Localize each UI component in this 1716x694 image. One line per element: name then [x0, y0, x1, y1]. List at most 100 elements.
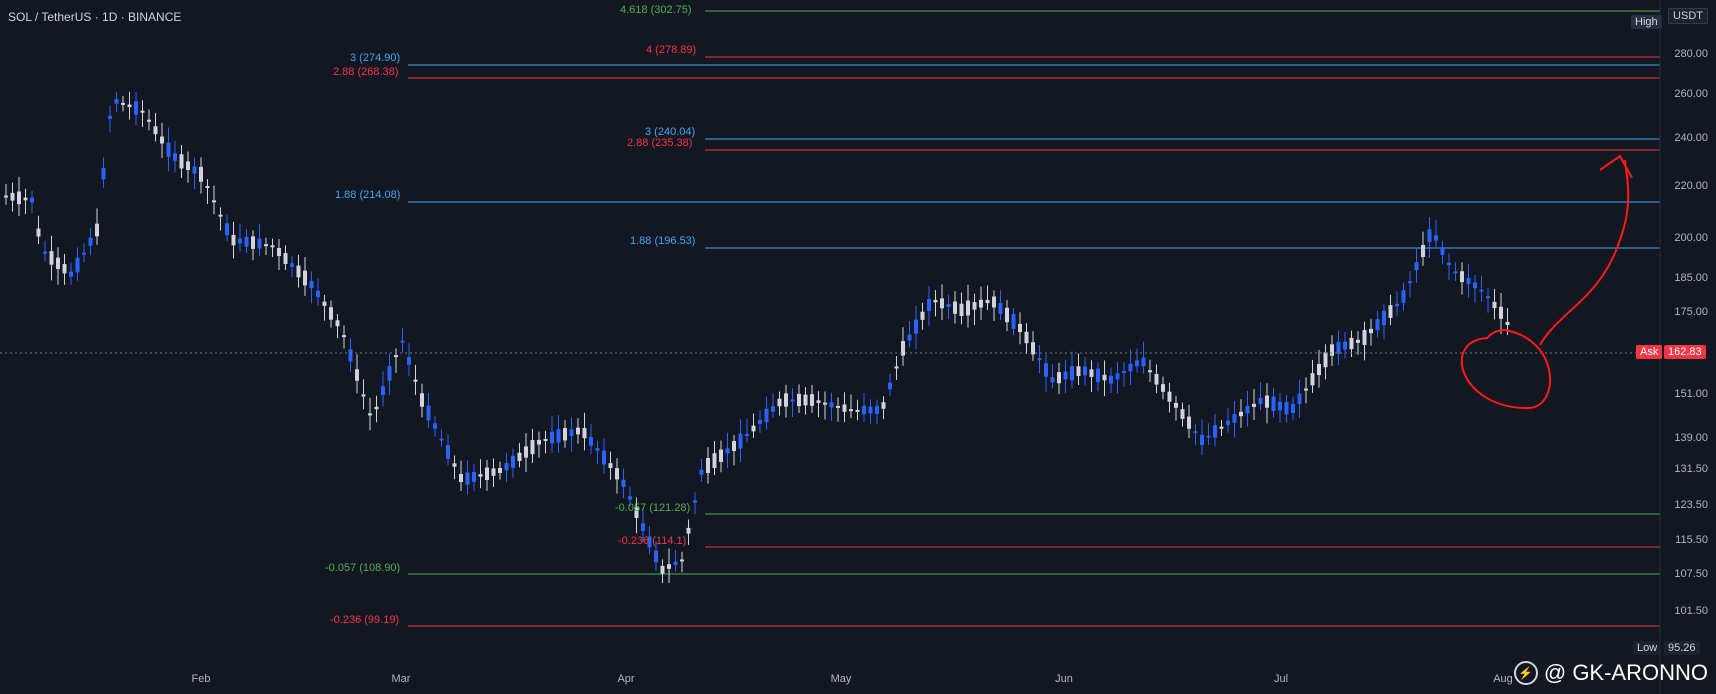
candle-body [1076, 366, 1081, 377]
candle-body [569, 429, 574, 436]
candle-body [829, 402, 834, 408]
candle-body [1369, 328, 1373, 334]
candle-body [1011, 314, 1016, 329]
price-tick: 240.00 [1674, 132, 1708, 144]
fib-label: -0.057 (121.28) [615, 502, 691, 514]
candle-body [1018, 323, 1022, 333]
candle-body [257, 238, 262, 249]
candle-body [1486, 296, 1490, 299]
candle-body [1063, 371, 1068, 380]
candle-body [875, 406, 879, 414]
candle-body [985, 299, 990, 304]
price-tick: 200.00 [1674, 232, 1708, 244]
candle-body [608, 463, 613, 469]
fib-label: 2.88 (268.38) [333, 66, 399, 78]
candle-body [1421, 244, 1425, 258]
ask-price: 162.83 [1664, 345, 1706, 359]
candle-body [647, 536, 652, 548]
candle-body [1440, 247, 1445, 255]
candle-body [374, 406, 379, 410]
candle-body [82, 252, 86, 255]
candle-body [1193, 431, 1198, 434]
price-tick: 175.00 [1674, 306, 1708, 318]
candle-body [517, 452, 522, 462]
candle-body [465, 472, 470, 485]
candle-body [1167, 391, 1172, 402]
candle-body [277, 247, 281, 257]
candle-body [322, 301, 327, 306]
fib-label: -0.236 (99.19) [330, 614, 400, 626]
currency-button[interactable]: USDT [1668, 8, 1708, 24]
price-tick: 115.50 [1675, 534, 1708, 546]
fib-label: 3 (240.04) [645, 126, 696, 138]
candle-body [790, 399, 795, 402]
candle-body [1401, 290, 1406, 303]
candle-body [537, 439, 541, 445]
ask-label: Ask [1636, 345, 1663, 359]
candle-body [1141, 357, 1146, 367]
candle-body [342, 335, 346, 338]
candle-body [43, 251, 47, 254]
symbol-title[interactable]: SOL / TetherUS · 1D · BINANCE [8, 10, 182, 24]
candle-body [693, 500, 697, 503]
price-tick: 101.50 [1674, 605, 1708, 617]
price-tick: 151.00 [1674, 388, 1708, 400]
candle-body [452, 463, 457, 467]
candle-body [459, 473, 463, 483]
candle-body [1005, 307, 1009, 323]
candle-body [1291, 404, 1295, 413]
candle-body [439, 438, 444, 441]
candle-body [95, 223, 99, 237]
candle-body [1447, 262, 1451, 266]
candle-body [231, 235, 236, 246]
candle-body [296, 265, 301, 278]
candle-body [868, 406, 873, 414]
candle-body [550, 431, 554, 444]
candle-body [400, 340, 405, 343]
candle-body [803, 394, 808, 406]
candle-body [699, 469, 704, 475]
candle-body [628, 496, 632, 500]
fibonacci-levels [408, 10, 1660, 627]
candle-body [641, 523, 645, 532]
low-label: Low [1633, 641, 1662, 655]
candle-body [673, 561, 678, 565]
candle-body [602, 450, 606, 465]
candle-body [972, 302, 977, 310]
candle-body [1070, 366, 1074, 381]
candle-body [966, 300, 970, 316]
candle-body [1492, 301, 1497, 309]
time-tick: Mar [391, 673, 411, 685]
candle-body [1343, 341, 1347, 350]
candle-body [30, 197, 34, 203]
candle-body [1395, 303, 1399, 307]
high-label: High [1631, 15, 1662, 29]
candle-body [1434, 235, 1438, 241]
candle-body [771, 406, 775, 412]
candle-body [920, 311, 925, 320]
candle-body [290, 263, 294, 267]
candle-body [413, 379, 418, 382]
candle-body [270, 245, 275, 248]
candle-body [946, 304, 951, 307]
candle-body [153, 126, 158, 135]
candle-body [1213, 425, 1217, 438]
candle-body [199, 166, 203, 182]
candle-body [62, 264, 67, 274]
candle-body [173, 153, 177, 161]
candle-body [680, 559, 684, 562]
fib-label: 4 (278.89) [646, 44, 697, 56]
candle-body [1031, 342, 1035, 355]
candle-body [1453, 271, 1458, 274]
candle-body [855, 409, 860, 412]
candle-body [1310, 373, 1315, 386]
candle-body [862, 405, 866, 415]
candle-body [940, 298, 944, 309]
price-tick: 139.00 [1674, 432, 1708, 444]
candle-body [179, 154, 184, 169]
candle-body [1044, 363, 1048, 377]
candle-body [251, 236, 255, 249]
candle-body [1083, 366, 1087, 376]
candle-body [1317, 364, 1321, 375]
